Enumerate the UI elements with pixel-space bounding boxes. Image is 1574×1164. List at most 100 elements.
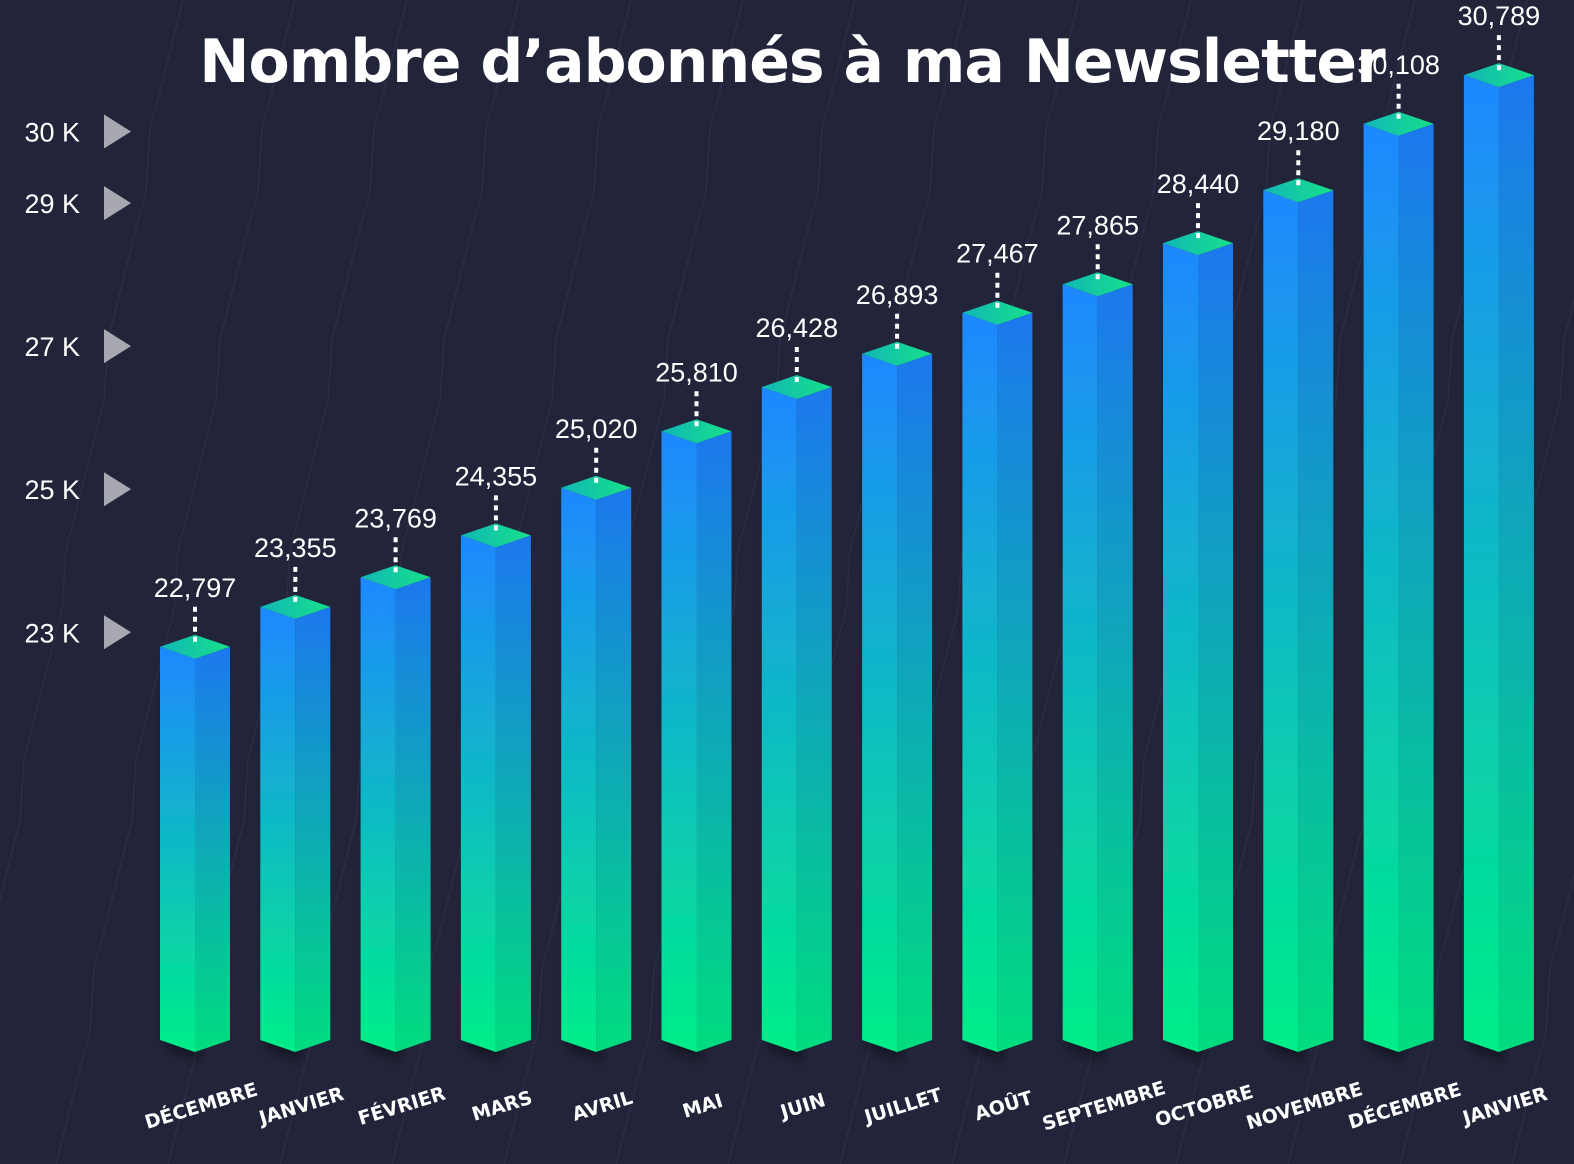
- y-tick-label: 27 K: [24, 332, 80, 362]
- bar-face-right: [1398, 123, 1434, 1052]
- bar-face-left: [761, 387, 797, 1052]
- bar: 27,467: [956, 239, 1039, 1052]
- bar-face-left: [962, 312, 998, 1052]
- bar-face-left: [1463, 75, 1499, 1052]
- bar-top: [360, 565, 431, 590]
- bar-face-left: [1163, 243, 1198, 1052]
- bar-face-right: [796, 387, 832, 1052]
- bar-face-right: [1498, 75, 1534, 1052]
- bar-face-right: [596, 487, 632, 1052]
- category-label: OCTOBRE: [1153, 1081, 1256, 1132]
- bar-face-right: [997, 312, 1033, 1052]
- category-label: DÉCEMBRE: [142, 1078, 260, 1134]
- y-tick: 27 K: [24, 329, 131, 364]
- bar-face-right: [295, 606, 331, 1052]
- bar-top: [761, 375, 832, 400]
- bar-face-right: [1097, 284, 1133, 1052]
- y-tick: 23 K: [24, 615, 131, 650]
- bar-face-left: [1263, 190, 1299, 1053]
- bar-face-left: [862, 353, 898, 1052]
- value-label: 27,865: [1056, 210, 1139, 240]
- value-label: 30,789: [1458, 1, 1541, 31]
- y-tick-label: 23 K: [24, 618, 80, 648]
- bar-top: [1062, 272, 1133, 297]
- bar-face-right: [1298, 190, 1334, 1053]
- bar: 28,440: [1157, 169, 1240, 1052]
- bar-face-right: [395, 577, 431, 1052]
- bar-top: [460, 523, 531, 548]
- bar-face-left: [661, 431, 697, 1052]
- category-label: AOÛT: [972, 1085, 1036, 1125]
- y-tick: 25 K: [24, 472, 131, 507]
- bars: 22,797 23,355 23,769 24,355 25,020 25,810 26,4…: [154, 1, 1541, 1053]
- bar: 30,789: [1458, 1, 1541, 1052]
- background-streak: [1511, 872, 1574, 1164]
- bar-top: [1263, 178, 1334, 203]
- value-label: 24,355: [455, 461, 538, 491]
- bar-top: [260, 594, 331, 619]
- y-tick-marker: [104, 329, 131, 364]
- value-label: 30,108: [1357, 50, 1440, 80]
- value-label: 28,440: [1157, 169, 1240, 199]
- value-label: 23,355: [254, 533, 337, 563]
- background-streak: [0, 0, 184, 902]
- bar: 27,865: [1056, 210, 1139, 1052]
- y-tick: 29 K: [24, 186, 131, 221]
- value-label: 29,180: [1257, 116, 1340, 146]
- y-tick-label: 29 K: [24, 189, 80, 219]
- y-tick: 30 K: [24, 114, 131, 149]
- bar-face-right: [495, 535, 531, 1052]
- bar-face-right: [1198, 243, 1233, 1052]
- bar: 25,020: [555, 414, 637, 1052]
- bar-face-left: [1062, 284, 1098, 1052]
- category-label: NOVEMBRE: [1244, 1078, 1365, 1134]
- value-label: 26,428: [756, 313, 839, 343]
- bar: 26,428: [756, 313, 839, 1052]
- category-label: JANVIER: [1458, 1083, 1550, 1130]
- category-label: MAI: [680, 1090, 725, 1123]
- bar: 22,797: [154, 573, 237, 1052]
- chart-title: Nombre d’abonnés à ma Newsletter: [199, 27, 1386, 97]
- category-label: FÉVRIER: [355, 1082, 448, 1130]
- bar: 24,355: [455, 461, 538, 1052]
- bar-top: [1363, 111, 1434, 136]
- bar-face-left: [260, 606, 296, 1052]
- bar-face-left: [460, 535, 496, 1052]
- value-label: 27,467: [956, 239, 1039, 269]
- category-label: JANVIER: [255, 1083, 347, 1130]
- bar: 23,769: [354, 503, 437, 1052]
- bar: 23,355: [254, 533, 337, 1052]
- y-tick-label: 30 K: [24, 118, 80, 148]
- bar-top: [661, 419, 732, 444]
- value-label: 22,797: [154, 573, 237, 603]
- bar-face-left: [1363, 123, 1399, 1052]
- bar-face-left: [160, 646, 195, 1052]
- category-label: SEPTEMBRE: [1040, 1077, 1168, 1135]
- y-tick-label: 25 K: [24, 475, 80, 505]
- bar-face-left: [360, 577, 396, 1052]
- bar-top: [561, 475, 632, 500]
- bar-face-left: [561, 487, 597, 1052]
- bar-face-right: [195, 646, 230, 1052]
- value-label: 23,769: [354, 503, 437, 533]
- background-streak: [727, 0, 968, 1164]
- category-label: MARS: [469, 1087, 535, 1126]
- bar-top: [160, 634, 230, 659]
- bar-top: [962, 300, 1033, 325]
- bar-top: [1463, 63, 1534, 88]
- value-label: 25,810: [655, 357, 738, 387]
- y-tick-marker: [104, 615, 131, 650]
- y-tick-marker: [104, 472, 131, 507]
- y-axis: 23 K 25 K 27 K 29 K 30 K: [24, 114, 131, 650]
- category-label: DÉCEMBRE: [1346, 1078, 1464, 1134]
- y-tick-marker: [104, 186, 131, 221]
- bar-face-right: [696, 431, 732, 1052]
- bar-top: [862, 341, 933, 366]
- category-label: AVRIL: [570, 1087, 636, 1126]
- bar: 26,893: [856, 280, 938, 1052]
- y-tick-marker: [104, 114, 131, 149]
- bar: 30,108: [1357, 50, 1440, 1052]
- bar: 29,180: [1257, 116, 1340, 1053]
